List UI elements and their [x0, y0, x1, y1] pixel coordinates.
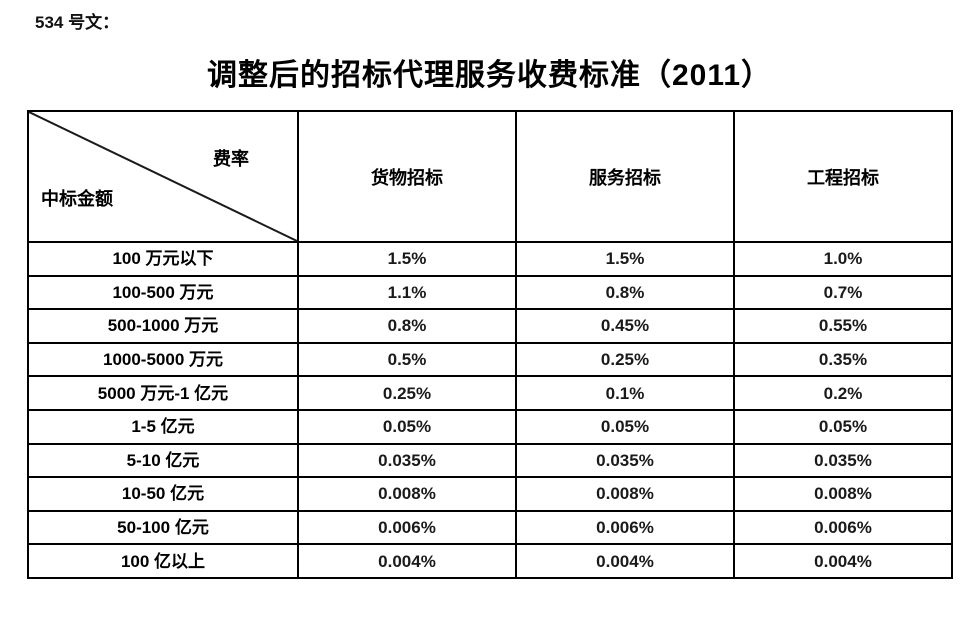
table-row: 100 亿以上 0.004% 0.004% 0.004%: [27, 543, 953, 579]
fee-cell: 0.035%: [515, 442, 735, 479]
column-header-goods-bidding: 货物招标: [297, 110, 517, 243]
fee-cell: 0.004%: [733, 543, 953, 579]
fee-cell: 0.035%: [297, 442, 517, 479]
corner-label-amount: 中标金额: [41, 189, 113, 209]
fee-cell: 0.004%: [515, 543, 735, 579]
doc-ref-label: 534 号文：: [35, 13, 120, 32]
row-label: 1000-5000 万元: [27, 341, 299, 378]
row-label: 500-1000 万元: [27, 308, 299, 344]
table-row: 1000-5000 万元 0.5% 0.25% 0.35%: [27, 341, 953, 378]
table-row: 5-10 亿元 0.035% 0.035% 0.035%: [27, 442, 953, 479]
fee-cell: 0.7%: [733, 274, 953, 311]
row-label: 1-5 亿元: [27, 408, 299, 445]
corner-label-rate: 费率: [213, 149, 249, 169]
fee-cell: 0.006%: [297, 509, 517, 546]
row-label: 10-50 亿元: [27, 476, 299, 512]
column-header-engineering-bidding: 工程招标: [733, 110, 953, 243]
fee-cell: 0.004%: [297, 543, 517, 579]
row-label: 5000 万元-1 亿元: [27, 375, 299, 411]
fee-cell: 0.1%: [515, 375, 735, 411]
fee-cell: 1.1%: [297, 274, 517, 311]
fee-table-body: 100 万元以下 1.5% 1.5% 1.0% 100-500 万元 1.1% …: [27, 241, 953, 579]
fee-cell: 0.8%: [515, 274, 735, 311]
fee-cell: 0.05%: [733, 408, 953, 445]
table-row: 500-1000 万元 0.8% 0.45% 0.55%: [27, 308, 953, 344]
column-header-service-bidding: 服务招标: [515, 110, 735, 243]
diagonal-line: [29, 112, 297, 241]
fee-cell: 0.006%: [733, 509, 953, 546]
table-row: 5000 万元-1 亿元 0.25% 0.1% 0.2%: [27, 375, 953, 411]
row-label: 5-10 亿元: [27, 442, 299, 479]
fee-cell: 0.008%: [297, 476, 517, 512]
header-row: 费率 中标金额 货物招标 服务招标 工程招标: [27, 110, 953, 243]
fee-cell: 0.45%: [515, 308, 735, 344]
row-label: 100 万元以下: [27, 241, 299, 277]
table-row: 10-50 亿元 0.008% 0.008% 0.008%: [27, 476, 953, 512]
fee-cell: 0.035%: [733, 442, 953, 479]
diagonal-header-cell: 费率 中标金额: [27, 110, 299, 243]
page-title: 调整后的招标代理服务收费标准（2011）: [206, 59, 773, 92]
fee-cell: 1.5%: [297, 241, 517, 277]
row-label: 100-500 万元: [27, 274, 299, 311]
fee-cell: 1.0%: [733, 241, 953, 277]
row-label: 100 亿以上: [27, 543, 299, 579]
fee-cell: 0.35%: [733, 341, 953, 378]
fee-cell: 0.8%: [297, 308, 517, 344]
fee-table: 费率 中标金额 货物招标 服务招标 工程招标 100 万元以下 1.5% 1.5…: [27, 110, 953, 579]
row-label: 50-100 亿元: [27, 509, 299, 546]
fee-cell: 0.05%: [515, 408, 735, 445]
fee-cell: 0.5%: [297, 341, 517, 378]
table-row: 50-100 亿元 0.006% 0.006% 0.006%: [27, 509, 953, 546]
fee-cell: 0.25%: [297, 375, 517, 411]
fee-cell: 0.006%: [515, 509, 735, 546]
fee-cell: 0.008%: [515, 476, 735, 512]
fee-cell: 0.25%: [515, 341, 735, 378]
fee-cell: 1.5%: [515, 241, 735, 277]
table-row: 100-500 万元 1.1% 0.8% 0.7%: [27, 274, 953, 311]
fee-cell: 0.008%: [733, 476, 953, 512]
table-row: 1-5 亿元 0.05% 0.05% 0.05%: [27, 408, 953, 445]
fee-cell: 0.55%: [733, 308, 953, 344]
fee-cell: 0.2%: [733, 375, 953, 411]
table-row: 100 万元以下 1.5% 1.5% 1.0%: [27, 241, 953, 277]
fee-cell: 0.05%: [297, 408, 517, 445]
